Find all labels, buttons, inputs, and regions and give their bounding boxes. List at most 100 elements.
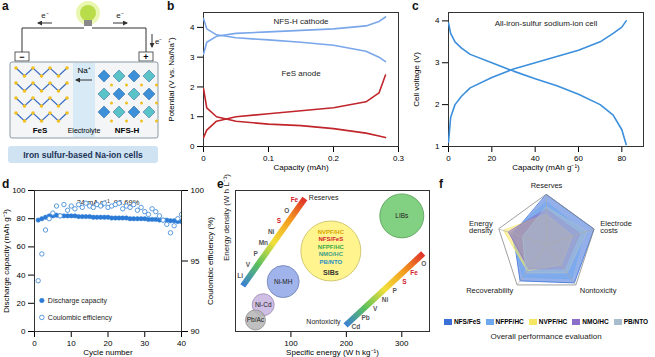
svg-text:FeS anode: FeS anode bbox=[281, 69, 321, 78]
svg-text:40: 40 bbox=[177, 339, 186, 348]
svg-text:20: 20 bbox=[487, 154, 496, 163]
svg-text:P: P bbox=[392, 287, 397, 294]
svg-text:Na⁺: Na⁺ bbox=[77, 66, 90, 75]
svg-text:Pb/Ac: Pb/Ac bbox=[247, 316, 265, 323]
svg-text:Nontoxicity: Nontoxicity bbox=[306, 318, 341, 326]
svg-text:24 mA g⁻¹, 96.69%: 24 mA g⁻¹, 96.69% bbox=[76, 197, 140, 207]
svg-text:PB/NTO: PB/NTO bbox=[320, 259, 343, 265]
svg-text:Capacity (mAh g⁻¹): Capacity (mAh g⁻¹) bbox=[512, 163, 580, 172]
svg-text:V: V bbox=[373, 305, 378, 312]
html-text:c: c bbox=[412, 0, 419, 13]
svg-text:0: 0 bbox=[32, 339, 37, 348]
svg-text:0.1: 0.1 bbox=[262, 154, 275, 164]
svg-text:Coulombic efficiency (%): Coulombic efficiency (%) bbox=[206, 217, 215, 305]
svg-text:Potential (V vs. Na/Na⁺): Potential (V vs. Na/Na⁺) bbox=[167, 37, 176, 122]
svg-text:NFPF/HC: NFPF/HC bbox=[318, 244, 345, 250]
svg-text:Specific energy (W h kg⁻¹): Specific energy (W h kg⁻¹) bbox=[286, 348, 379, 357]
svg-text:0.3: 0.3 bbox=[393, 154, 405, 163]
svg-text:Cycle number: Cycle number bbox=[83, 348, 133, 357]
svg-text:Electrodecosts: Electrodecosts bbox=[600, 219, 632, 236]
svg-text:FeS: FeS bbox=[33, 126, 48, 135]
svg-text:+: + bbox=[143, 52, 148, 62]
svg-text:S: S bbox=[402, 278, 407, 285]
svg-text:2: 2 bbox=[435, 100, 440, 109]
svg-text:LIBs: LIBs bbox=[395, 212, 409, 219]
svg-text:Discharge capacity (mAh g⁻¹): Discharge capacity (mAh g⁻¹) bbox=[2, 209, 11, 313]
svg-text:0.2: 0.2 bbox=[328, 154, 340, 163]
svg-text:95: 95 bbox=[191, 257, 200, 266]
html-text:d: d bbox=[2, 177, 10, 191]
svg-text:90: 90 bbox=[191, 327, 200, 336]
svg-text:0: 0 bbox=[21, 327, 26, 336]
svg-text:NMO/HC: NMO/HC bbox=[319, 251, 344, 257]
svg-text:4: 4 bbox=[435, 16, 440, 25]
html-text:a: a bbox=[2, 0, 9, 13]
svg-text:0: 0 bbox=[446, 154, 451, 163]
svg-text:NFS-H cathode: NFS-H cathode bbox=[273, 17, 329, 26]
svg-text:10: 10 bbox=[67, 339, 76, 348]
html-text:b: b bbox=[167, 0, 175, 13]
svg-text:SIBs: SIBs bbox=[323, 269, 339, 276]
svg-text:3: 3 bbox=[435, 58, 440, 67]
html-text:Overall performance evaluation: Overall performance evaluation bbox=[490, 332, 602, 341]
svg-text:Pb: Pb bbox=[361, 314, 369, 321]
svg-text:60: 60 bbox=[574, 154, 583, 164]
svg-text:100: 100 bbox=[12, 186, 26, 195]
svg-text:Ni: Ni bbox=[382, 296, 389, 303]
svg-text:2: 2 bbox=[190, 83, 195, 92]
svg-text:−: − bbox=[19, 52, 24, 62]
svg-text:Cd: Cd bbox=[352, 323, 361, 330]
svg-text:NFS-H: NFS-H bbox=[115, 126, 140, 135]
svg-text:30: 30 bbox=[140, 339, 149, 348]
svg-text:Li: Li bbox=[237, 272, 243, 279]
svg-text:V: V bbox=[246, 261, 251, 268]
svg-text:Ni-MH: Ni-MH bbox=[274, 278, 293, 285]
svg-text:4: 4 bbox=[190, 23, 195, 32]
svg-text:NFS/FeS: NFS/FeS bbox=[319, 236, 344, 242]
svg-text:e⁻: e⁻ bbox=[41, 11, 48, 20]
svg-text:Coulombic efficiency: Coulombic efficiency bbox=[48, 314, 113, 322]
svg-text:Ni: Ni bbox=[268, 228, 275, 235]
svg-text:Capacity (mAh): Capacity (mAh) bbox=[273, 163, 328, 172]
svg-text:0: 0 bbox=[190, 142, 195, 151]
svg-text:20: 20 bbox=[103, 339, 113, 349]
svg-text:S: S bbox=[277, 217, 282, 224]
svg-text:100: 100 bbox=[284, 339, 298, 349]
svg-text:NVPF/HC: NVPF/HC bbox=[318, 229, 345, 235]
svg-text:20: 20 bbox=[17, 299, 26, 308]
svg-text:O: O bbox=[421, 260, 426, 267]
svg-text:3: 3 bbox=[190, 53, 195, 62]
svg-text:80: 80 bbox=[17, 214, 26, 223]
html-text:e: e bbox=[217, 177, 224, 191]
svg-text:Reserves: Reserves bbox=[309, 194, 339, 201]
svg-text:Nontoxicity: Nontoxicity bbox=[580, 286, 617, 295]
svg-text:300: 300 bbox=[395, 339, 409, 348]
svg-text:0: 0 bbox=[201, 154, 206, 163]
svg-text:Energy density (W h L⁻¹): Energy density (W h L⁻¹) bbox=[222, 174, 232, 261]
html-text:NFS/FeS: NFS/FeS bbox=[453, 318, 481, 325]
svg-text:Discharge capacity: Discharge capacity bbox=[48, 297, 108, 305]
svg-text:Mn: Mn bbox=[259, 239, 268, 246]
svg-text:40: 40 bbox=[17, 271, 26, 280]
svg-text:40: 40 bbox=[530, 154, 540, 164]
svg-text:Ni-Cd: Ni-Cd bbox=[255, 301, 272, 308]
svg-text:Reserves: Reserves bbox=[531, 181, 563, 190]
svg-text:Recoverability: Recoverability bbox=[466, 286, 513, 295]
svg-text:All-iron-sulfur sodium-ion cel: All-iron-sulfur sodium-ion cell bbox=[495, 19, 598, 28]
svg-text:1: 1 bbox=[435, 142, 440, 151]
svg-text:Fe: Fe bbox=[410, 269, 418, 276]
svg-text:O: O bbox=[284, 207, 289, 214]
svg-text:80: 80 bbox=[617, 154, 626, 163]
svg-text:Cell voltage (V): Cell voltage (V) bbox=[412, 52, 421, 107]
svg-text:P: P bbox=[253, 250, 258, 257]
svg-text:100: 100 bbox=[191, 186, 205, 195]
svg-text:60: 60 bbox=[17, 242, 26, 251]
svg-text:Energydensity: Energydensity bbox=[469, 219, 493, 236]
svg-text:1: 1 bbox=[190, 112, 195, 121]
svg-text:Fe: Fe bbox=[291, 196, 299, 203]
svg-text:e⁻: e⁻ bbox=[116, 11, 123, 20]
svg-text:Electrolyte: Electrolyte bbox=[68, 127, 101, 135]
svg-text:200: 200 bbox=[339, 339, 353, 349]
svg-text:e⁻: e⁻ bbox=[155, 37, 162, 46]
svg-text:Iron sulfur-based Na-ion cells: Iron sulfur-based Na-ion cells bbox=[23, 150, 143, 160]
